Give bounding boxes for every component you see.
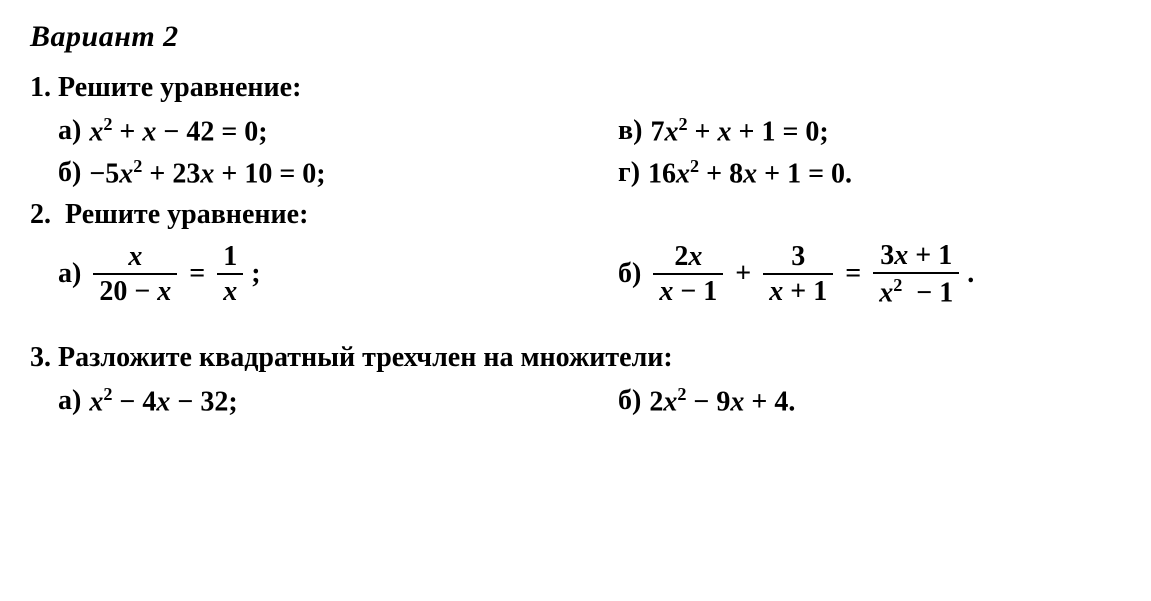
task2-a-frac1: x 20 − x bbox=[93, 242, 177, 307]
task1-v-label: в) bbox=[618, 115, 642, 147]
task2-b-expr: 2x x − 1 + 3 x + 1 = 3x + 1 x2 − 1 . bbox=[649, 241, 974, 308]
task1-header: 1. Решите уравнение: bbox=[30, 72, 1121, 104]
task3-a-label: а) bbox=[58, 385, 81, 417]
task1-item-v: в) 7x2 + x + 1 = 0; bbox=[618, 114, 1121, 148]
task1-item-b: б) −5x2 + 23x + 10 = 0; bbox=[30, 156, 618, 190]
variant-title: Вариант 2 bbox=[30, 20, 1121, 54]
task2-prompt: Решите уравнение: bbox=[65, 199, 308, 230]
task2-a-label: а) bbox=[58, 258, 81, 290]
task1-a-expr: x2 + x − 42 = 0; bbox=[89, 114, 267, 148]
task1-item-a: а) x2 + x − 42 = 0; bbox=[30, 114, 618, 148]
task2-b-frac2: 3 x + 1 bbox=[763, 242, 833, 307]
task1-prompt: Решите уравнение: bbox=[58, 72, 301, 103]
task2-b-label: б) bbox=[618, 258, 641, 290]
task1-g-label: г) bbox=[618, 157, 640, 189]
task2-a-frac2: 1 x bbox=[217, 242, 243, 307]
task3-b-expr: 2x2 − 9x + 4. bbox=[649, 384, 795, 418]
task2-header: 2. Решите уравнение: bbox=[30, 199, 1121, 231]
task1-g-expr: 16x2 + 8x + 1 = 0. bbox=[648, 156, 852, 190]
task1-item-g: г) 16x2 + 8x + 1 = 0. bbox=[618, 156, 1121, 190]
task1-b-expr: −5x2 + 23x + 10 = 0; bbox=[89, 156, 325, 190]
task3-item-a: а) x2 − 4x − 32; bbox=[30, 384, 618, 418]
task2-row: а) x 20 − x = 1 x ; б) 2x x − 1 + bbox=[30, 241, 1121, 308]
task1-a-label: а) bbox=[58, 115, 81, 147]
task2-a-expr: x 20 − x = 1 x ; bbox=[89, 242, 260, 307]
task1-row2: б) −5x2 + 23x + 10 = 0; г) 16x2 + 8x + 1… bbox=[30, 156, 1121, 190]
task1-v-expr: 7x2 + x + 1 = 0; bbox=[650, 114, 828, 148]
task2-b-frac3: 3x + 1 x2 − 1 bbox=[873, 241, 959, 308]
task3-item-b: б) 2x2 − 9x + 4. bbox=[618, 384, 1121, 418]
task3-b-label: б) bbox=[618, 385, 641, 417]
task2-item-a: а) x 20 − x = 1 x ; bbox=[30, 242, 618, 307]
task3-prompt: Разложите квадратный трехчлен на множите… bbox=[58, 342, 673, 373]
task3-header: 3. Разложите квадратный трехчлен на множ… bbox=[30, 342, 1121, 374]
task1-number: 1. bbox=[30, 72, 51, 103]
task3-a-expr: x2 − 4x − 32; bbox=[89, 384, 237, 418]
task2-b-frac1: 2x x − 1 bbox=[653, 242, 723, 307]
task1-b-label: б) bbox=[58, 157, 81, 189]
task2-number: 2. bbox=[30, 199, 51, 230]
task3-number: 3. bbox=[30, 342, 51, 373]
task3-row: а) x2 − 4x − 32; б) 2x2 − 9x + 4. bbox=[30, 384, 1121, 418]
task1-row1: а) x2 + x − 42 = 0; в) 7x2 + x + 1 = 0; bbox=[30, 114, 1121, 148]
task2-item-b: б) 2x x − 1 + 3 x + 1 = 3x + 1 x2 − 1 . bbox=[618, 241, 1121, 308]
